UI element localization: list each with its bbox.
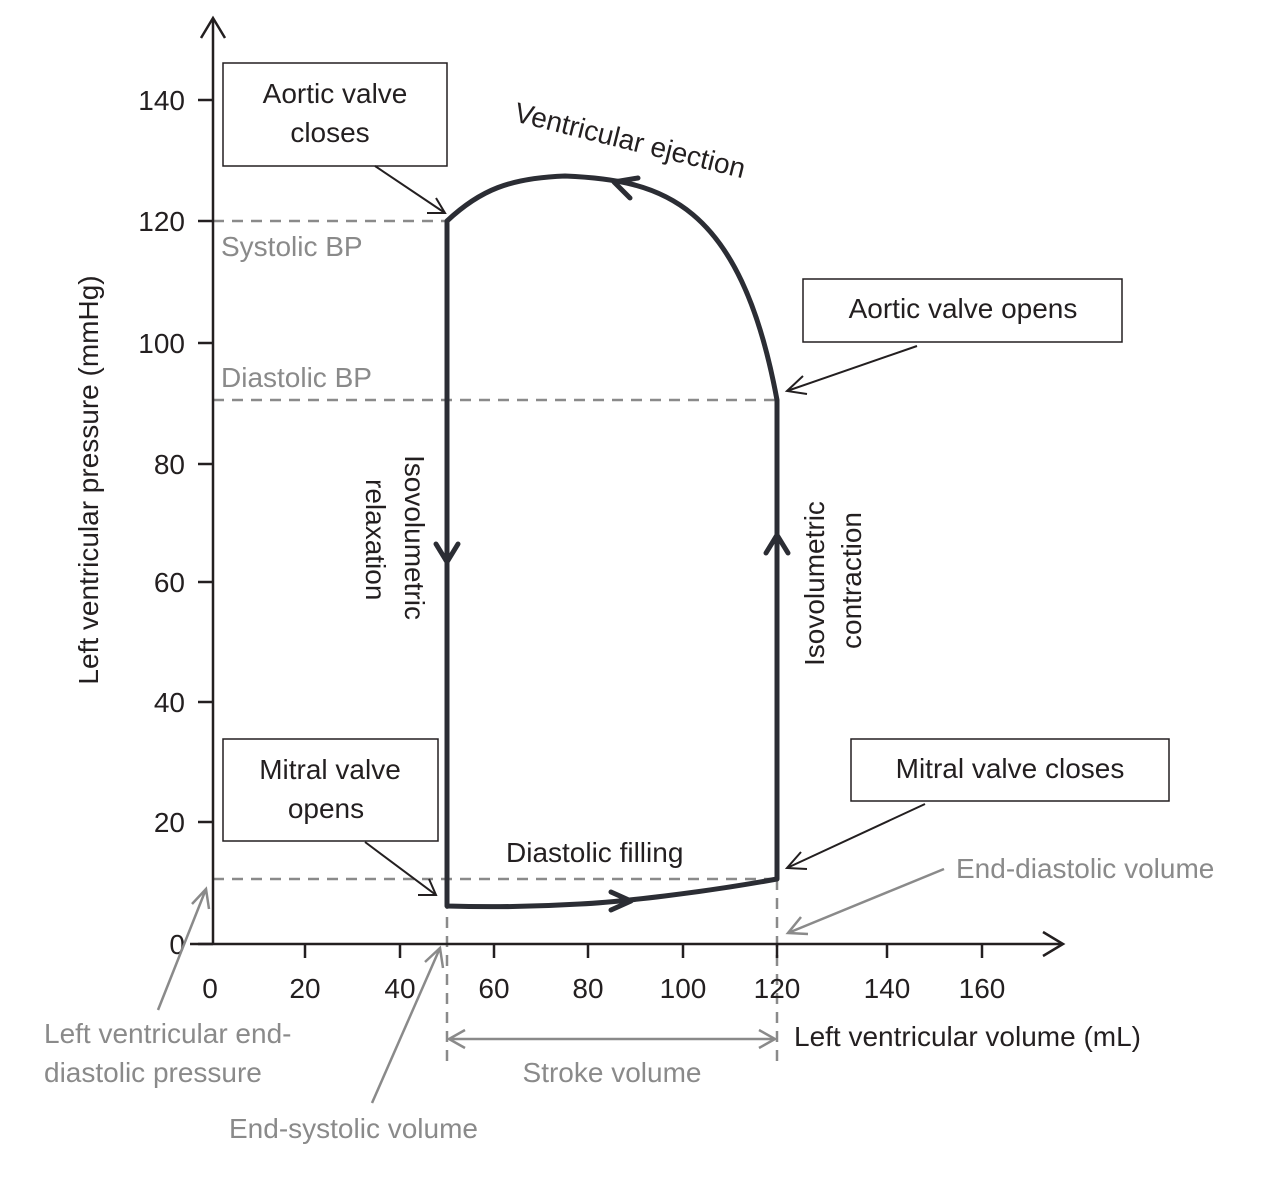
x-tick-label: 20 (289, 973, 320, 1004)
mitral-closes-pointer (786, 803, 926, 869)
pv-loop (444, 173, 780, 910)
x-tick-label: 120 (754, 973, 801, 1004)
aortic-closes-arrowhead (427, 197, 447, 214)
contraction-direction-arrow (763, 532, 791, 556)
svg-text:contraction: contraction (836, 512, 867, 649)
diastolic-filling-label: Diastolic filling (506, 837, 683, 868)
end-systolic-volume-arrowhead (424, 945, 445, 969)
x-tick-label: 80 (572, 973, 603, 1004)
svg-text:Aortic valve opens: Aortic valve opens (849, 293, 1078, 324)
x-tick-label: 140 (864, 973, 911, 1004)
lvedp-label-line-2: diastolic pressure (44, 1057, 262, 1088)
mitral-valve-closes-box: Mitral valve closes (850, 738, 1170, 802)
svg-text:Isovolumetric: Isovolumetric (399, 455, 430, 620)
svg-text:relaxation: relaxation (360, 479, 391, 600)
svg-text:Aortic valve: Aortic valve (263, 78, 408, 109)
stroke-volume-right-head (758, 1028, 778, 1050)
ejection-direction-arrow (611, 175, 641, 201)
x-tick-label: 100 (660, 973, 707, 1004)
y-axis-title: Left ventricular pressure (mmHg) (73, 275, 104, 684)
mitral-opens-pointer (364, 841, 437, 896)
x-tick-label: 60 (478, 973, 509, 1004)
y-tick-label: 20 (154, 807, 185, 838)
x-axis-title: Left ventricular volume (mL) (794, 1021, 1141, 1052)
y-tick-label: 80 (154, 449, 185, 480)
x-axis (190, 930, 1066, 958)
stroke-volume-left-head (446, 1028, 466, 1050)
lvedp-label-line-1: Left ventricular end- (44, 1018, 291, 1049)
y-tick-label: 120 (138, 206, 185, 237)
y-tick-label: 60 (154, 567, 185, 598)
mitral-valve-opens-box: Mitral valve opens (222, 738, 439, 842)
end-diastolic-volume-pointer (787, 867, 945, 935)
lvedp-pointer (156, 888, 208, 1011)
end-systolic-volume-label: End-systolic volume (229, 1113, 478, 1144)
mitral-opens-arrowhead (418, 878, 438, 896)
ventricular-ejection-label: Ventricular ejection (512, 97, 749, 184)
isovolumetric-relaxation-label: Isovolumetric relaxation (360, 455, 430, 620)
aortic-opens-arrowhead (784, 375, 808, 395)
diastolic-bp-label: Diastolic BP (221, 362, 372, 393)
y-tick-label: 140 (138, 85, 185, 116)
y-tick-label: 100 (138, 328, 185, 359)
relaxation-direction-arrow (433, 541, 461, 565)
end-systolic-volume-pointer (370, 947, 442, 1104)
svg-text:Isovolumetric: Isovolumetric (799, 501, 830, 666)
lvedp-arrowhead (191, 886, 211, 910)
svg-text:Mitral valve: Mitral valve (259, 754, 401, 785)
aortic-valve-opens-box: Aortic valve opens (802, 278, 1123, 343)
x-tick-label: 40 (384, 973, 415, 1004)
svg-text:opens: opens (288, 793, 364, 824)
stroke-volume-label: Stroke volume (523, 1057, 702, 1088)
systolic-bp-label: Systolic BP (221, 231, 363, 262)
aortic-closes-pointer (374, 165, 446, 214)
isovolumetric-contraction-label: Isovolumetric contraction (799, 501, 867, 666)
y-axis (198, 15, 227, 946)
x-tick-label: 160 (959, 973, 1006, 1004)
x-tick-label: 0 (202, 973, 218, 1004)
aortic-valve-closes-box: Aortic valve closes (222, 62, 448, 167)
svg-text:closes: closes (290, 117, 369, 148)
end-diastolic-volume-label: End-diastolic volume (956, 853, 1214, 884)
filling-direction-arrow (608, 889, 634, 913)
end-diastolic-volume-arrowhead (785, 916, 809, 936)
svg-text:Mitral valve closes: Mitral valve closes (896, 753, 1125, 784)
aortic-opens-pointer (786, 345, 918, 392)
y-tick-label: 40 (154, 687, 185, 718)
mitral-closes-arrowhead (784, 851, 808, 870)
